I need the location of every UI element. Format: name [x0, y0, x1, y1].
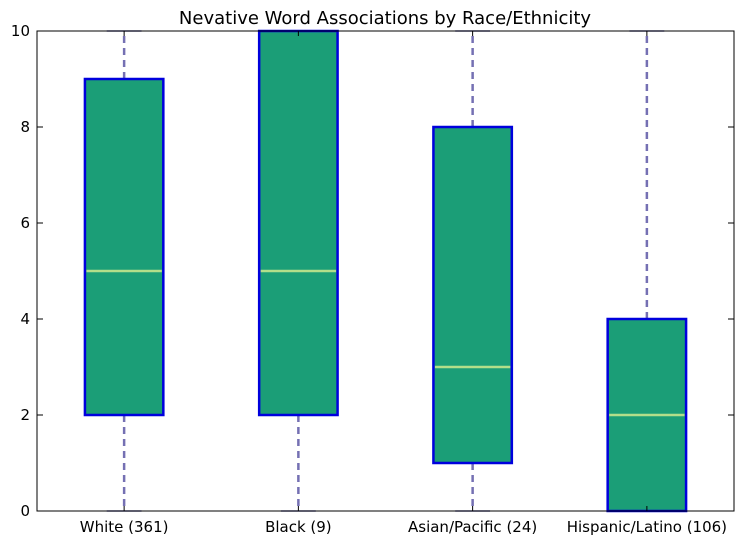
x-tick-label: White (361) [80, 518, 169, 536]
y-tick-label: 8 [20, 118, 30, 136]
box [83, 77, 165, 417]
box-group [432, 30, 514, 512]
y-tick-label: 6 [20, 214, 30, 232]
y-tick-label: 10 [11, 22, 30, 40]
chart-title: Nevative Word Associations by Race/Ethni… [179, 8, 591, 29]
plot-frame [36, 30, 735, 512]
x-axis: White (361) Black (9) Asian/Pacific (24) Hi… [80, 31, 727, 536]
x-tick-label: Hispanic/Latino (106) [567, 518, 727, 536]
box [257, 29, 339, 417]
x-tick-label: Black (9) [265, 518, 332, 536]
boxes-layer [83, 29, 688, 513]
x-tick-label: Asian/Pacific (24) [408, 518, 537, 536]
y-axis: 0 2 4 6 8 10 [11, 22, 734, 520]
box-group [606, 30, 688, 513]
box [432, 125, 514, 465]
y-tick-label: 0 [20, 502, 30, 520]
y-tick-label: 4 [20, 310, 30, 328]
y-tick-label: 2 [20, 406, 30, 424]
box-group [257, 29, 339, 512]
box-group [83, 30, 165, 512]
